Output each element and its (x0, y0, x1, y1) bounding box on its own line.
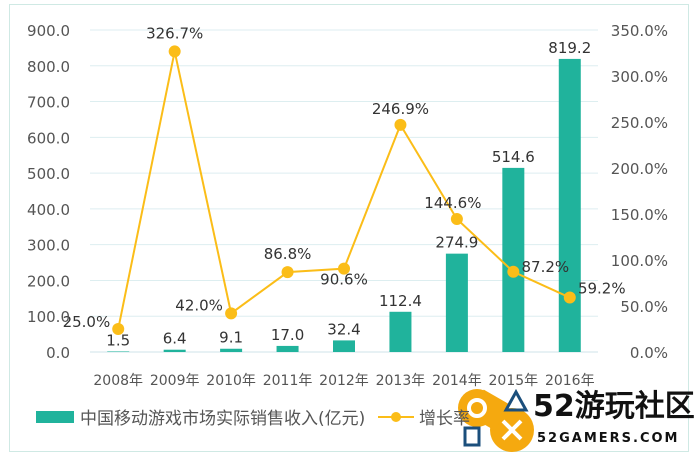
x-axis-tick: 2009年 (150, 373, 200, 389)
growth-point (394, 118, 407, 131)
growth-point (281, 266, 294, 279)
bar (220, 348, 243, 352)
line-data-label: 90.6% (320, 271, 368, 289)
legend-bar-label: 中国移动游戏市场实际销售收入(亿元) (80, 409, 365, 429)
x-axis-tick: 2010年 (206, 373, 256, 389)
right-axis-tick: 100.0% (611, 252, 668, 270)
bar-data-label: 6.4 (163, 330, 187, 348)
bar-data-label: 1.5 (106, 331, 130, 349)
x-axis-tick: 2014年 (432, 373, 482, 389)
left-axis-tick: 500.0 (27, 165, 70, 183)
line-data-label: 144.6% (424, 194, 481, 212)
watermark-logo: 52游玩社区 52GAMERS.COM (458, 388, 695, 452)
line-data-label: 246.9% (372, 100, 429, 118)
x-axis-tick: 2013年 (376, 373, 426, 389)
bar (276, 345, 299, 352)
watermark-url: 52GAMERS.COM (537, 431, 679, 446)
left-axis-tick: 100.0 (27, 308, 70, 326)
right-axis-tick: 250.0% (611, 114, 668, 132)
right-axis-tick: 300.0% (611, 68, 668, 86)
x-axis-tick: 2016年 (545, 373, 595, 389)
x-axis-tick: 2015年 (489, 373, 539, 389)
line-data-label: 86.8% (264, 245, 312, 263)
bar-data-label: 819.2 (548, 39, 591, 57)
x-axis-tick: 2011年 (263, 373, 313, 389)
line-data-label: 326.7% (146, 24, 203, 42)
growth-point (450, 212, 463, 225)
bar (333, 340, 355, 352)
line-data-label: 87.2% (522, 258, 570, 276)
growth-point (507, 265, 520, 278)
growth-point (338, 262, 350, 275)
legend-line-label: 增长率 (419, 409, 470, 429)
right-axis-tick: 350.0% (611, 22, 668, 40)
left-axis-tick: 0.0 (46, 344, 70, 362)
bar (502, 167, 525, 352)
chart-frame (9, 4, 689, 452)
bar-data-label: 514.6 (492, 148, 535, 166)
right-axis-tick: 150.0% (611, 206, 668, 224)
right-axis-tick: 200.0% (611, 160, 668, 178)
bar-data-label: 17.0 (271, 326, 304, 344)
bar-data-label: 32.4 (327, 320, 360, 338)
line-data-label: 59.2% (578, 280, 626, 298)
left-axis-tick: 200.0 (27, 272, 70, 290)
bar-data-label: 112.4 (379, 292, 422, 310)
x-axis-tick: 2008年 (93, 373, 143, 389)
bar (107, 351, 130, 352)
growth-point (563, 291, 576, 304)
left-axis-tick: 400.0 (27, 201, 70, 219)
legend: 中国移动游戏市场实际销售收入(亿元) 增长率 (36, 409, 470, 429)
bar (558, 58, 581, 352)
growth-point (112, 323, 125, 335)
growth-point (168, 45, 181, 58)
legend-bar-swatch (36, 411, 74, 423)
bar (445, 253, 468, 352)
x-axis-tick: 2012年 (319, 373, 369, 389)
right-axis-tick: 0.0% (630, 344, 668, 362)
bar-data-label: 274.9 (435, 234, 478, 252)
left-axis-tick: 300.0 (27, 237, 70, 255)
left-axis-tick: 600.0 (27, 129, 70, 147)
bar-data-label: 9.1 (219, 329, 243, 347)
legend-line-marker (391, 412, 401, 422)
left-axis-tick: 900.0 (27, 22, 70, 40)
bar (389, 311, 412, 352)
left-axis-tick: 700.0 (27, 94, 70, 112)
bar (163, 349, 186, 352)
line-data-label: 25.0% (63, 313, 111, 331)
right-axis-tick: 50.0% (620, 298, 668, 316)
line-data-label: 42.0% (175, 296, 223, 314)
growth-point (225, 307, 238, 320)
watermark-text: 52游玩社区 (533, 389, 695, 424)
left-axis-tick: 800.0 (27, 58, 70, 76)
